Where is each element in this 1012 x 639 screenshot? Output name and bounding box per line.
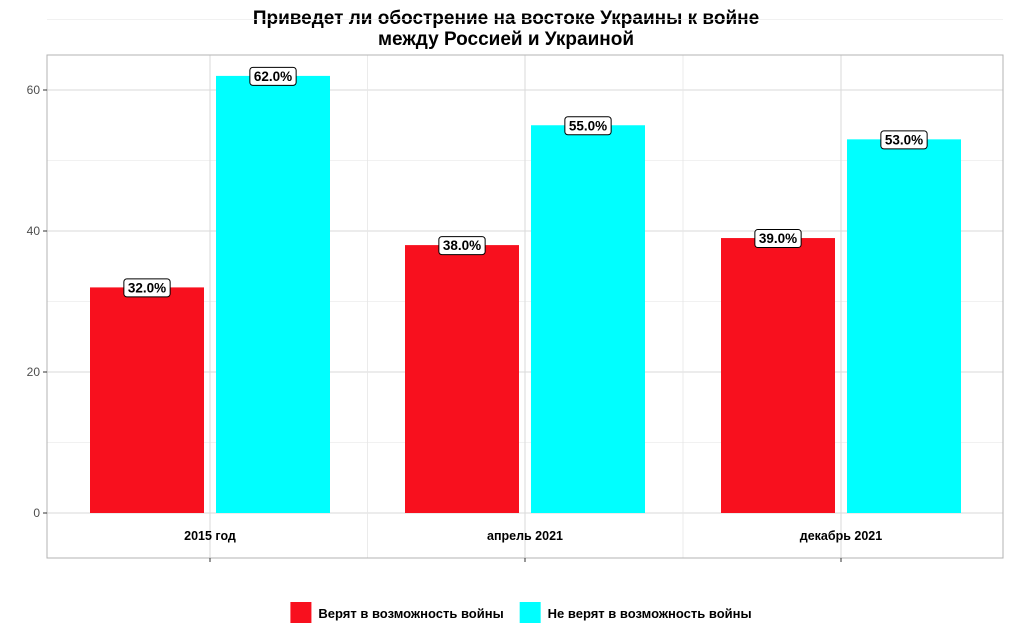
data-label-text: 62.0%	[254, 69, 292, 84]
bar	[405, 245, 519, 513]
category-label: 2015 год	[184, 529, 236, 543]
bar	[721, 238, 835, 514]
data-label-box	[754, 229, 802, 249]
data-label: 38.0%	[438, 236, 486, 256]
data-label-box	[564, 116, 612, 136]
bar	[90, 287, 204, 513]
data-label: 55.0%	[564, 116, 612, 136]
x-axis: 2015 год апрель 2021 декабрь 2021	[184, 529, 882, 562]
data-label-box	[123, 278, 171, 298]
data-label-text: 53.0%	[885, 132, 923, 147]
legend-key	[290, 602, 312, 623]
y-tick-label: 40	[27, 224, 41, 238]
chart-title-line-2: между Россией и Украиной	[378, 29, 634, 50]
data-label: 53.0%	[880, 130, 928, 150]
data-labels: 32.0% 38.0% 39.0% 62.0% 55.0% 53.0%	[123, 66, 928, 298]
legend: Верят в возможность войны Не верят в возм…	[290, 602, 752, 623]
chart-title: Приведет ли обострение на востоке Украин…	[253, 8, 759, 50]
data-label-text: 38.0%	[443, 238, 481, 253]
legend-label: Верят в возможность войны	[318, 606, 503, 621]
y-axis: 0 20 40 60	[27, 83, 47, 520]
data-label-box	[438, 236, 486, 256]
grid	[47, 19, 1003, 558]
legend-label: Не верят в возможность войны	[548, 606, 752, 621]
data-label-text: 39.0%	[759, 231, 797, 246]
bar	[531, 125, 645, 513]
y-tick-label: 60	[27, 83, 41, 97]
y-tick-label: 20	[27, 365, 41, 379]
chart-title-line-1: Приведет ли обострение на востоке Украин…	[253, 8, 759, 29]
data-label-box	[880, 130, 928, 150]
legend-key	[519, 602, 541, 623]
data-label-text: 32.0%	[128, 280, 166, 295]
bar	[847, 139, 961, 513]
y-tick-label: 0	[33, 506, 40, 520]
bars	[90, 75, 961, 514]
data-label-box	[249, 66, 297, 86]
bar	[216, 75, 330, 514]
data-label: 39.0%	[754, 229, 802, 249]
data-label: 32.0%	[123, 278, 171, 298]
data-label: 62.0%	[249, 66, 297, 86]
data-label-text: 55.0%	[569, 118, 607, 133]
category-label: апрель 2021	[487, 529, 563, 543]
category-label: декабрь 2021	[800, 529, 882, 543]
